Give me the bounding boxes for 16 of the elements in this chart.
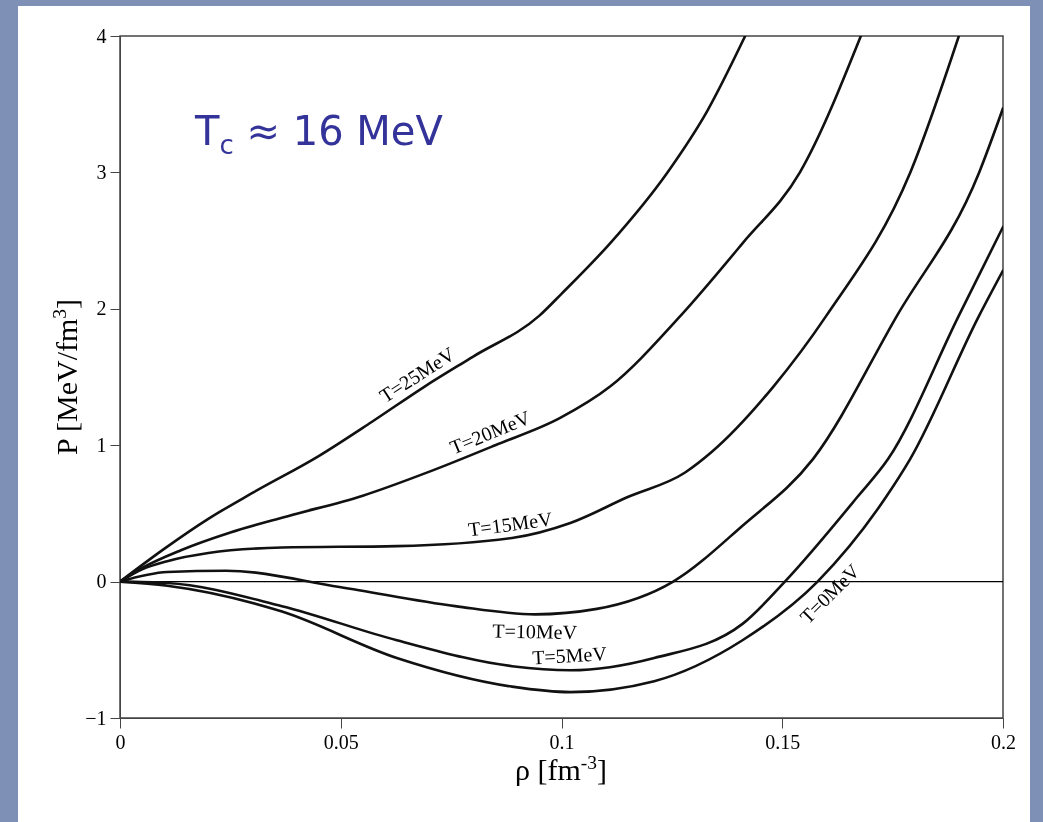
y-tick-label: 2 <box>96 297 107 320</box>
y-tick-label: −1 <box>85 706 107 729</box>
x-tick-label: 0 <box>115 730 126 753</box>
y-tick-label: 3 <box>96 160 107 183</box>
y-tick-label: 4 <box>96 24 107 47</box>
annotation: T$_{c}$ ≈ 16 MeV <box>195 108 443 160</box>
series-label: T=10MeV <box>492 619 578 644</box>
y-tick-label: 0 <box>96 570 107 593</box>
series-label: T=5MeV <box>531 642 608 669</box>
x-tick-label: 0.05 <box>323 730 359 753</box>
x-tick-label: 0.15 <box>765 730 801 753</box>
x-axis-title: ρ [fm$^{-3}$] <box>514 752 608 787</box>
x-tick-label: 0.1 <box>549 730 575 753</box>
y-tick-label: 1 <box>96 433 107 456</box>
x-tick-label: 0.2 <box>991 730 1016 753</box>
text: T=15MeV <box>466 507 555 541</box>
